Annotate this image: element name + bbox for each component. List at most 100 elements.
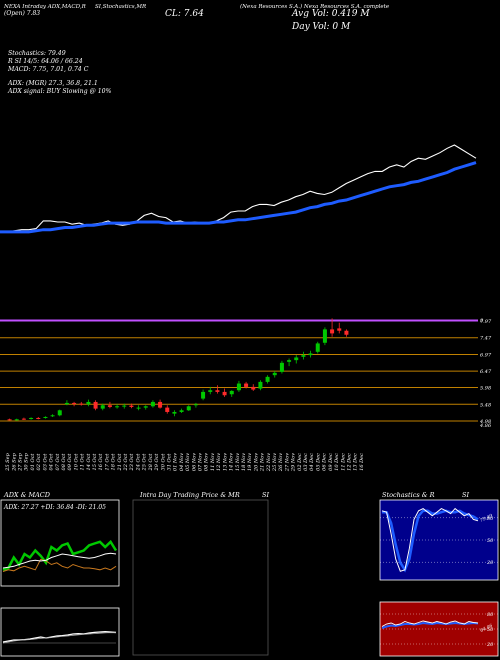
price-tick-label: 5.98 [480, 386, 491, 392]
stoch-tick-label: 20 [486, 560, 494, 566]
date-tick-label: 13 Dec [353, 453, 359, 471]
stoch-fast-line [381, 507, 479, 572]
date-tick-label: 16 Oct [98, 453, 104, 471]
date-tick-label: 14 Oct [86, 453, 92, 471]
candle-body [330, 329, 335, 334]
date-tick-label: 11 Dec [340, 453, 346, 471]
stoch-tick-label: 80 [487, 516, 494, 522]
header-title-3: (Nexa Resources S.A.) Nexa Resources S.A… [240, 4, 390, 10]
candle-body [21, 418, 26, 420]
date-tick-label: 19 Nov [247, 453, 253, 471]
date-tick-label: 27 Sep [18, 452, 24, 471]
candle-body [50, 415, 55, 417]
date-tick-label: 22 Oct [123, 453, 129, 472]
candle-body [236, 383, 241, 391]
date-tick-label: 09 Dec [328, 453, 334, 471]
candle-body [308, 353, 313, 356]
intraday-panel-title: Intra Day Trading Price & MR [140, 491, 240, 499]
candle-body [122, 405, 127, 407]
candle-body [86, 401, 91, 405]
adx-panel-title: ADX & MACD [4, 491, 50, 499]
date-tick-label: 08 Oct [61, 453, 67, 471]
price-tick-label: 4.86 [479, 423, 492, 429]
candle-body [43, 416, 48, 418]
rsi-reading: R SI 14/5: 64.06 / 66.24 [8, 58, 83, 65]
date-tick-label: 13 Nov [222, 453, 228, 471]
date-tick-label: 23 Oct [129, 453, 135, 472]
candle-body [315, 343, 320, 352]
date-tick-label: 18 Nov [241, 453, 247, 471]
date-tick-label: 15 Oct [92, 453, 98, 471]
date-tick-label: 04 Dec [309, 453, 315, 471]
date-tick-label: 14 Nov [229, 453, 235, 471]
close-label: CL: 7.64 [165, 9, 204, 19]
date-tick-label: 26 Nov [278, 453, 284, 472]
rsi-line [381, 620, 479, 627]
date-tick-label: 22 Nov [266, 453, 272, 472]
candle-body [272, 372, 277, 376]
candle-body [294, 357, 299, 361]
date-tick-label: 17 Oct [104, 453, 110, 471]
date-tick-label: 03 Oct [42, 453, 48, 471]
date-tick-label: 02 Oct [36, 453, 42, 471]
rsi-tick-label: 20 [486, 642, 494, 648]
date-tick-label: 05 Nov [185, 453, 191, 471]
candle-body [222, 391, 227, 396]
date-tick-label: 20 Nov [253, 453, 259, 472]
date-tick-label: 30 Oct [160, 453, 166, 471]
open-label: (Open) 7.83 [4, 10, 41, 17]
candle-body [279, 362, 284, 372]
header-title-2: SI,Stochastics,MR [95, 4, 147, 10]
candle-body [179, 410, 184, 412]
date-tick-label: 12 Nov [216, 453, 222, 471]
intraday-panel-title-2: SI [262, 491, 270, 499]
candle-body [107, 405, 112, 407]
adx-series-line [2, 552, 117, 569]
candle-body [322, 329, 327, 343]
candle-body [208, 390, 213, 392]
candle-body [29, 417, 34, 419]
date-tick-label: 29 Oct [154, 453, 160, 472]
candle-body [165, 407, 170, 412]
date-tick-label: 24 Oct [135, 453, 141, 472]
price-tick-label: 7.97 [480, 319, 492, 325]
candle-body [193, 404, 198, 406]
candle-body [115, 406, 120, 408]
date-tick-label: 06 Nov [191, 453, 197, 471]
candle-body [172, 411, 177, 414]
date-tick-label: 25 Nov [272, 453, 278, 472]
date-tick-label: 05 Dec [315, 453, 321, 471]
candle-body [150, 401, 155, 407]
rsi-readout: 64.06 [479, 623, 493, 634]
rsi-tick-label: 50 [487, 627, 494, 633]
candle-body [337, 328, 342, 331]
date-tick-label: 27 Nov [284, 453, 290, 472]
date-tick-label: 28 Oct [148, 453, 154, 472]
date-tick-label: 11 Nov [210, 453, 216, 471]
date-tick-label: 16 Dec [359, 453, 365, 471]
adx-series-line [2, 539, 118, 571]
macd-reading: MACD: 7.75, 7.01, 0.74 C [8, 66, 89, 73]
date-tick-label: 01 Nov [173, 453, 179, 471]
candle-body [93, 401, 98, 409]
stoch-tick-label: 50 [487, 538, 494, 544]
date-tick-label: 25 Oct [142, 453, 148, 472]
date-tick-label: 11 Oct [80, 453, 86, 471]
date-tick-label: 06 Dec [322, 453, 328, 471]
date-tick-label: 18 Oct [111, 453, 117, 471]
date-tick-label: 12 Dec [347, 453, 353, 471]
price-tick-label: 6.97 [480, 352, 492, 358]
avg-vol-label: Avg Vol: 0.419 M [292, 9, 370, 19]
header-title-1: NEXA Intraday ADX,MACD,R [4, 4, 86, 10]
date-tick-label: 30 Sep [24, 452, 30, 470]
date-tick-label: 21 Oct [117, 453, 123, 472]
date-tick-label: 26 Sep [11, 452, 17, 471]
candle-body [258, 381, 263, 389]
price-tick-label: 5.48 [480, 402, 491, 408]
adx-signal: ADX signal: BUY Slowing @ 10% [8, 88, 112, 95]
candle-body [201, 391, 206, 399]
candle-body [79, 403, 84, 405]
adx-subtitle: ADX: 27.27 +DI: 36.84 -DI: 21.05 [3, 504, 106, 511]
date-tick-label: 10 Dec [334, 453, 340, 471]
